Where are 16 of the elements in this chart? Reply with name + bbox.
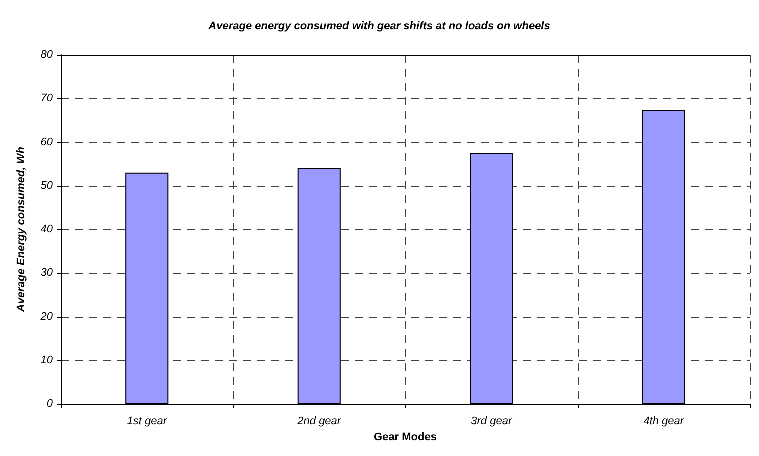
- y-tick-label: 80: [40, 49, 54, 61]
- x-axis-title: Gear Modes: [374, 432, 437, 444]
- y-axis-title: Average Energy consumed, Wh: [16, 146, 28, 314]
- y-tick-label: 70: [40, 92, 54, 105]
- y-tick-label: 10: [40, 354, 54, 366]
- x-tick-label: 3rd gear: [471, 416, 514, 428]
- y-tick-label: 60: [40, 136, 54, 148]
- x-tick-label: 4th gear: [644, 416, 686, 428]
- x-tick-label: 2nd gear: [296, 416, 342, 428]
- chart-title: Average energy consumed with gear shifts at no loads on wheels: [208, 20, 550, 32]
- y-tick-label: 50: [40, 180, 54, 192]
- y-tick-label: 30: [40, 267, 54, 280]
- y-tick-label: 20: [40, 310, 54, 323]
- y-tick-label: 40: [40, 224, 54, 236]
- x-tick-label: 1st gear: [127, 416, 168, 428]
- y-tick-label: 0: [46, 398, 54, 410]
